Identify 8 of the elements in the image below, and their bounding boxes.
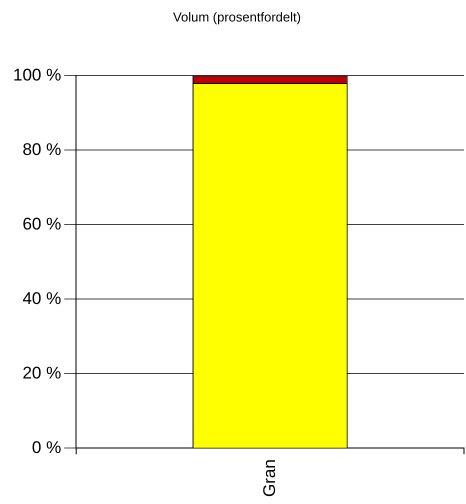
- y-tick-label: 100 %: [13, 65, 62, 84]
- y-tick-label: 80 %: [22, 140, 62, 159]
- x-tick-label: Gran: [260, 459, 279, 498]
- y-tick-label: 20 %: [22, 363, 62, 382]
- y-tick-label: 60 %: [22, 214, 62, 234]
- y-tick-label: 0 %: [32, 438, 62, 457]
- y-tick-label: 40 %: [22, 288, 62, 308]
- chart-title: Volum (prosentfordelt): [173, 9, 301, 24]
